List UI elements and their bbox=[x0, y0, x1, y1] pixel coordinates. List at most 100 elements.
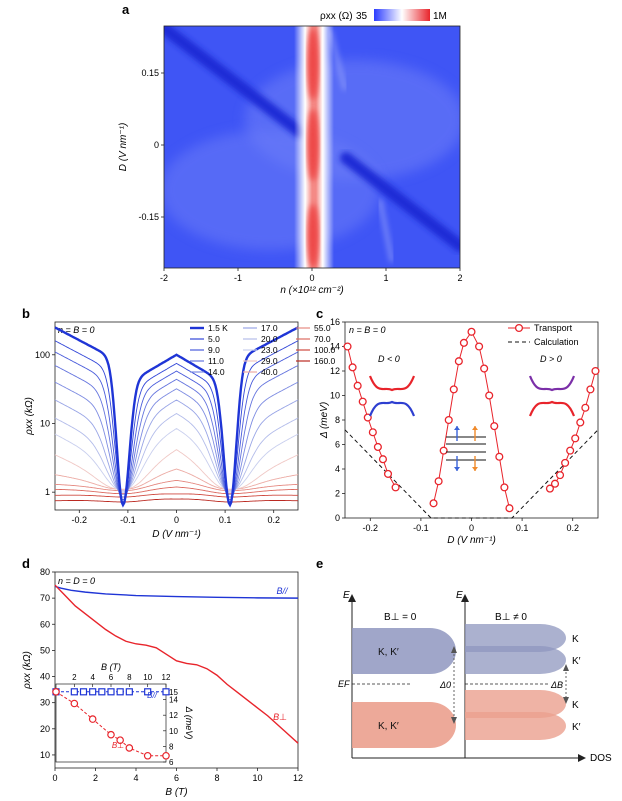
x-tick-label: 12 bbox=[293, 773, 303, 783]
series-line-1.5 K bbox=[54, 326, 299, 508]
transport-point bbox=[363, 413, 372, 422]
y-tick-label: 20 bbox=[40, 724, 50, 734]
panel-b-annotation: n = B = 0 bbox=[58, 325, 95, 335]
series-line-55.0 bbox=[55, 479, 298, 492]
x-tick-label: -0.1 bbox=[120, 515, 136, 525]
transport-point bbox=[561, 458, 570, 467]
inset-point-bpar bbox=[125, 688, 133, 696]
y-tick-label: 12 bbox=[330, 366, 340, 376]
inset-point-bpar bbox=[70, 688, 78, 696]
transport-point bbox=[449, 385, 458, 394]
left-lower-band-label: K, K′ bbox=[378, 721, 399, 732]
inset-point-bperp bbox=[88, 715, 97, 723]
inset-point-bpar bbox=[116, 688, 124, 696]
transport-point bbox=[586, 385, 595, 394]
y-tick-label: 0 bbox=[154, 140, 159, 150]
inset-band-upper bbox=[528, 375, 576, 392]
x-axis-label: B (T) bbox=[165, 787, 187, 798]
y-tick-label: 50 bbox=[40, 645, 50, 655]
y-tick-label: 8 bbox=[335, 415, 340, 425]
inset-point-bperp bbox=[162, 751, 170, 760]
x-tick-label: -0.1 bbox=[413, 523, 429, 533]
transport-point bbox=[368, 428, 377, 437]
delta0-label: Δ0 bbox=[439, 680, 451, 690]
y-tick-label: 40 bbox=[40, 672, 50, 682]
inset-label-bpar: B// bbox=[147, 691, 158, 700]
transport-point bbox=[480, 364, 489, 373]
x-tick-label: 4 bbox=[133, 773, 138, 783]
transport-line bbox=[347, 346, 397, 488]
series-line-23.0 bbox=[54, 427, 299, 492]
transport-point bbox=[444, 415, 453, 425]
x-tick-label: 6 bbox=[174, 773, 179, 783]
x-tick-label: -0.2 bbox=[363, 523, 379, 533]
inset-x-tick-label: 10 bbox=[143, 673, 152, 682]
legend-entry: 55.0 bbox=[314, 323, 331, 333]
spin-arrow-head bbox=[472, 467, 478, 471]
panel-e-label: e bbox=[316, 556, 323, 571]
panel-a-axes: -2 -1 0 1 2 0.15 0 -0.15 bbox=[138, 68, 462, 283]
inset-y-tick-label: 6 bbox=[169, 758, 174, 767]
calculation-line bbox=[344, 429, 599, 519]
transport-point bbox=[429, 499, 438, 508]
series-line-100.0 bbox=[55, 493, 298, 498]
left-upper-band-label: K, K′ bbox=[378, 647, 399, 658]
inset-point-bperp bbox=[70, 699, 79, 708]
legend-entry: 14.0 bbox=[208, 367, 225, 377]
legend-entry: 17.0 bbox=[261, 323, 278, 333]
transport-point bbox=[358, 397, 367, 406]
series-line-9.0 bbox=[54, 351, 299, 503]
y-axis-label: ρxx (kΩ) bbox=[22, 651, 33, 690]
y-tick-label: 1 bbox=[45, 487, 50, 497]
colorbar-label: ρxx (Ω) bbox=[320, 11, 353, 22]
legend-entry: 40.0 bbox=[261, 367, 278, 377]
transport-point bbox=[467, 327, 476, 336]
inset-x-tick-label: 2 bbox=[72, 673, 77, 682]
legend-entry: 11.0 bbox=[208, 356, 224, 366]
panel-b-label: b bbox=[22, 306, 30, 321]
inset-x-tick-label: 8 bbox=[127, 673, 132, 682]
y-tick-label: 14 bbox=[330, 342, 340, 352]
right-label-kp2: K′ bbox=[572, 722, 581, 733]
legend-entry: 100.0 bbox=[314, 345, 336, 355]
inset-point-bpar bbox=[89, 688, 97, 696]
series-line-14.0 bbox=[54, 381, 299, 498]
inset-x-label: B (T) bbox=[101, 662, 121, 672]
colorbar-min-label: 35 bbox=[356, 11, 368, 22]
legend-entry: 20.0 bbox=[261, 334, 278, 344]
transport-point bbox=[353, 381, 362, 390]
y-tick-label: 10 bbox=[330, 391, 340, 401]
panel-c-annotation: n = B = 0 bbox=[349, 325, 386, 335]
x-tick-label: 0.2 bbox=[566, 523, 579, 533]
legend-entry: 70.0 bbox=[314, 334, 331, 344]
transport-point bbox=[571, 434, 580, 443]
panel-a-label: a bbox=[122, 2, 130, 17]
y-tick-label: 10 bbox=[40, 418, 50, 428]
y-tick-label: 80 bbox=[40, 567, 50, 577]
x-tick-label: 0 bbox=[174, 515, 179, 525]
inset-point-bperp bbox=[125, 744, 134, 752]
e-axis-left: E bbox=[343, 590, 350, 601]
legend-entry: 9.0 bbox=[208, 345, 220, 355]
inset-point-bpar bbox=[98, 688, 106, 696]
y-tick-label: 0.15 bbox=[141, 68, 159, 78]
series-line-11.0 bbox=[54, 365, 299, 501]
legend-entry: Transport bbox=[534, 323, 573, 333]
series-line-17.0 bbox=[54, 399, 299, 496]
x-tick-label: 2 bbox=[457, 273, 462, 283]
transport-point bbox=[383, 469, 393, 478]
transport-point bbox=[581, 403, 590, 412]
series-line-29.0 bbox=[54, 449, 299, 490]
inset-band-upper bbox=[368, 375, 416, 392]
inset-point-bpar bbox=[162, 688, 170, 696]
legend-entry: 1.5 K bbox=[208, 323, 228, 333]
y-tick-label: 16 bbox=[330, 317, 340, 327]
legend-marker bbox=[514, 323, 524, 333]
inset-y-tick-label: 10 bbox=[169, 727, 178, 736]
panel-d-chart: 0 2 4 6 8 10 12 10 20 30 40 50 60 70 80 B (T) ρxx (kΩ) n … bbox=[22, 567, 303, 798]
inset-point-bpar bbox=[79, 688, 88, 696]
panel-d-label: d bbox=[22, 556, 30, 571]
y-axis-label: ρxx (kΩ) bbox=[24, 397, 35, 436]
inset-label-bperp: B⊥ bbox=[112, 741, 124, 750]
